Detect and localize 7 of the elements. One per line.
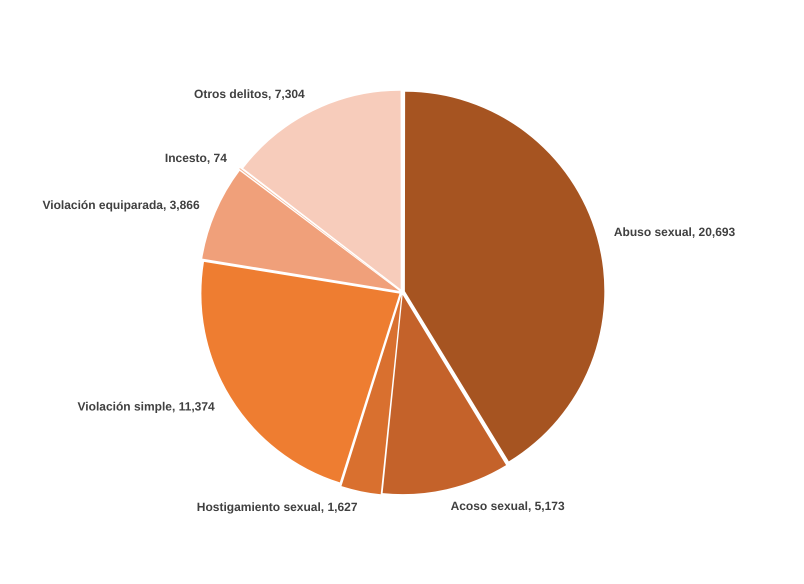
- slice-label: Violación equiparada, 3,866: [42, 198, 200, 212]
- slice-label: Abuso sexual, 20,693: [614, 224, 736, 239]
- slice-label: Violación simple, 11,374: [78, 400, 216, 414]
- slice-label: Acoso sexual, 5,173: [450, 498, 565, 513]
- slice-label: Otros delitos, 7,304: [194, 86, 306, 101]
- slice-label: Incesto, 74: [164, 151, 228, 166]
- slice-label: Hostigamiento sexual, 1,627: [196, 500, 358, 514]
